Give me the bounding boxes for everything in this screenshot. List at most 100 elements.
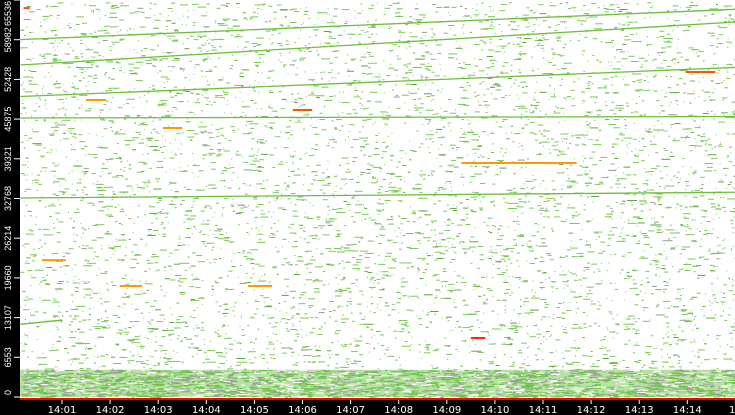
- scatter-point: [655, 306, 657, 308]
- scatter-point: [41, 56, 46, 58]
- scatter-point: [566, 72, 570, 74]
- scatter-point: [92, 292, 98, 294]
- scatter-point: [426, 52, 429, 54]
- scatter-point: [491, 259, 492, 261]
- scatter-point: [340, 279, 345, 281]
- scatter-point: [173, 263, 180, 265]
- scatter-point: [280, 25, 284, 27]
- scatter-point: [218, 238, 226, 240]
- scatter-point: [594, 139, 599, 141]
- scatter-point: [521, 132, 523, 134]
- scatter-point: [196, 99, 198, 101]
- scatter-point: [292, 156, 295, 158]
- scatter-point: [481, 156, 485, 158]
- scatter-point: [483, 28, 494, 30]
- scatter-point: [427, 69, 432, 71]
- scatter-point: [65, 252, 69, 254]
- scatter-point: [582, 100, 586, 102]
- scatter-point: [176, 92, 180, 94]
- scatter-point: [40, 25, 43, 27]
- scatter-point: [571, 240, 573, 242]
- scatter-point: [531, 57, 533, 59]
- scatter-point: [294, 99, 297, 101]
- scatter-point: [476, 319, 479, 321]
- scatter-point: [612, 92, 619, 93]
- scatter-point: [623, 75, 625, 77]
- scatter-point: [125, 247, 127, 249]
- scatter-point: [32, 180, 34, 182]
- scatter-point: [256, 108, 258, 110]
- scatter-point: [609, 230, 612, 232]
- scatter-point: [308, 271, 312, 273]
- scatter-point: [563, 329, 567, 330]
- scatter-point: [711, 302, 713, 304]
- scatter-point: [203, 351, 207, 353]
- scatter-point: [587, 60, 589, 62]
- scatter-point: [258, 170, 263, 172]
- scatter-point: [132, 29, 134, 31]
- scatter-point: [81, 189, 83, 191]
- scatter-point: [720, 197, 722, 199]
- scatter-point: [697, 274, 706, 276]
- scatter-point: [535, 324, 537, 326]
- scatter-point: [617, 167, 619, 169]
- scatter-point: [626, 102, 629, 104]
- scatter-point: [490, 42, 492, 44]
- scatter-point: [405, 83, 411, 85]
- scatter-point: [662, 231, 664, 232]
- scatter-point: [368, 286, 376, 288]
- scatter-point: [253, 313, 257, 315]
- scatter-point: [32, 57, 34, 59]
- scatter-point: [325, 177, 330, 179]
- scatter-point: [643, 199, 645, 201]
- scatter-point: [334, 56, 338, 58]
- scatter-point: [691, 190, 693, 192]
- scatter-point: [451, 222, 454, 224]
- scatter-point: [691, 119, 693, 121]
- scatter-point: [459, 241, 465, 243]
- scatter-point: [638, 149, 640, 151]
- scatter-point: [425, 84, 426, 86]
- scatter-point: [393, 330, 398, 332]
- scatter-point: [368, 67, 371, 69]
- scatter-point: [520, 38, 522, 39]
- scatter-point: [693, 338, 695, 340]
- scatter-point: [308, 51, 313, 52]
- scatter-point: [142, 292, 147, 294]
- scatter-point: [352, 139, 359, 140]
- scatter-point: [539, 207, 544, 209]
- scatter-point: [334, 333, 339, 335]
- scatter-point: [633, 235, 637, 236]
- scatter-point: [360, 250, 368, 252]
- scatter-point: [101, 365, 106, 367]
- scatter-point: [164, 363, 169, 365]
- scatter-point: [194, 64, 200, 66]
- scatter-point: [262, 358, 265, 359]
- scatter-point: [261, 275, 263, 277]
- scatter-point: [480, 117, 488, 119]
- scatter-point: [366, 47, 368, 49]
- scatter-point: [487, 78, 493, 79]
- scatter-point: [327, 350, 332, 352]
- scatter-point: [267, 77, 271, 79]
- scatter-point: [358, 270, 360, 271]
- scatter-point: [92, 37, 98, 38]
- scatter-point: [53, 59, 62, 61]
- scatter-point: [407, 91, 409, 93]
- scatter-point: [610, 76, 614, 78]
- scatter-point: [272, 358, 276, 359]
- scatter-point: [239, 343, 242, 345]
- scatter-point: [191, 3, 198, 5]
- scatter-point: [268, 341, 273, 343]
- scatter-point: [43, 119, 46, 121]
- scatter-point: [293, 306, 296, 308]
- scatter-point: [163, 266, 167, 268]
- scatter-point: [398, 215, 401, 217]
- scatter-point: [372, 123, 374, 125]
- scatter-point: [328, 36, 332, 38]
- scatter-point: [301, 291, 307, 293]
- scatter-point: [632, 270, 638, 272]
- scatter-point: [191, 153, 193, 154]
- scatter-point: [298, 308, 300, 310]
- scatter-point: [108, 173, 111, 174]
